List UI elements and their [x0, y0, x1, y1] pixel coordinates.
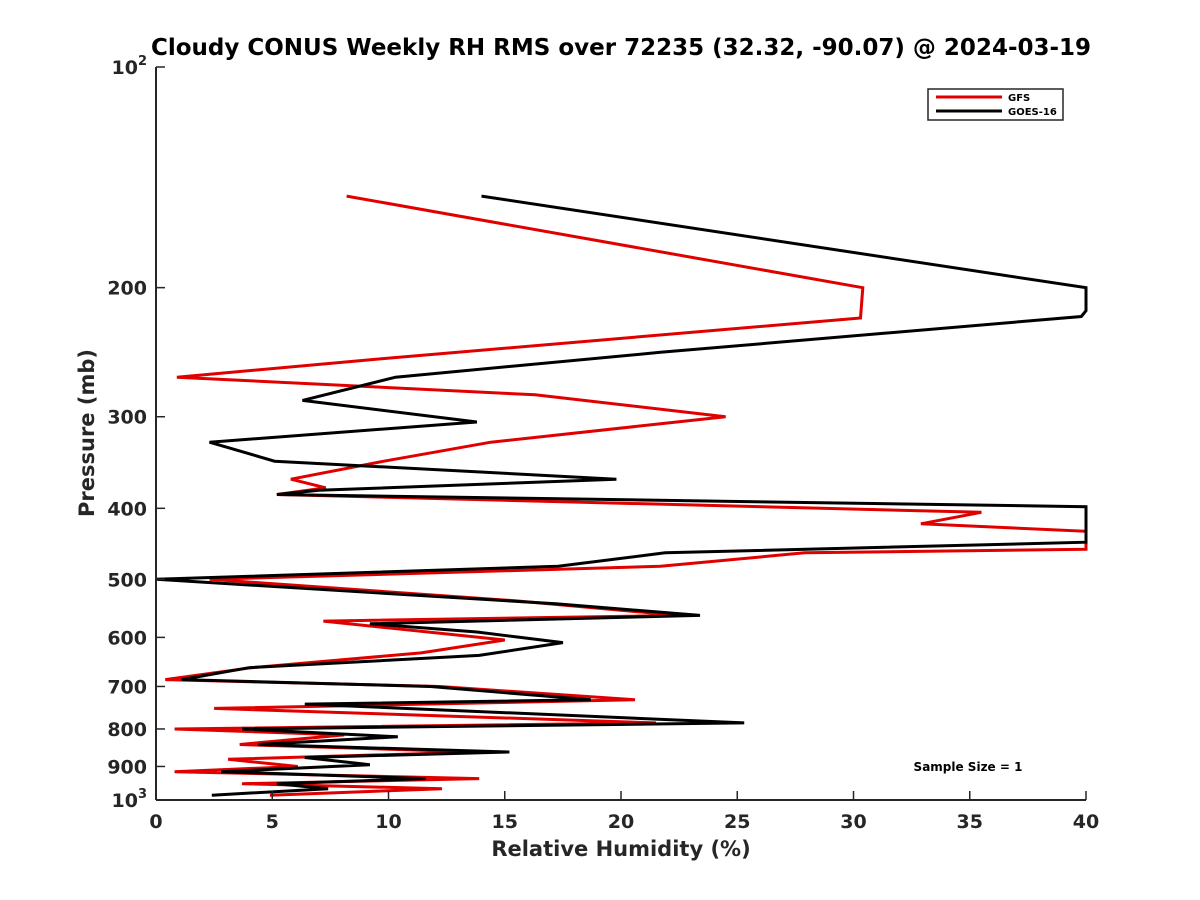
- sample-size-annotation: Sample Size = 1: [914, 760, 1023, 774]
- x-tick-label: 0: [149, 811, 162, 833]
- chart-title: Cloudy CONUS Weekly RH RMS over 72235 (3…: [151, 35, 1091, 61]
- y-tick-label: 103: [112, 787, 148, 812]
- y-axis-label: Pressure (mb): [75, 349, 99, 517]
- series-layer: [155, 194, 1088, 797]
- x-tick-label: 40: [1073, 811, 1099, 833]
- y-tick-label: 700: [107, 676, 147, 698]
- y-tick-label: 102: [112, 54, 148, 79]
- y-tick-label: 800: [107, 719, 147, 741]
- y-tick-label: 900: [107, 756, 147, 778]
- y-tick-label: 600: [107, 627, 147, 649]
- legend-label-goes-16: GOES-16: [1008, 107, 1057, 118]
- legend-label-gfs: GFS: [1008, 93, 1030, 104]
- x-tick-label: 10: [375, 811, 401, 833]
- y-tick-label: 500: [107, 569, 147, 591]
- x-tick-label: 30: [840, 811, 866, 833]
- y-tick-label: 200: [107, 278, 147, 300]
- series-line-goes-16: [155, 194, 1088, 797]
- y-tick-label: 300: [107, 407, 147, 429]
- legend: GFS GOES-16: [927, 88, 1064, 121]
- x-tick-label: 15: [492, 811, 518, 833]
- x-axis-label: Relative Humidity (%): [491, 837, 750, 861]
- y-ticks: 102 200 300 400 500 600 700 800 900 103: [107, 54, 165, 812]
- x-ticks: 0 5 10 15 20 25 30 35 40: [149, 791, 1099, 833]
- x-tick-label: 35: [957, 811, 983, 833]
- x-tick-label: 25: [724, 811, 750, 833]
- x-tick-label: 5: [266, 811, 279, 833]
- y-tick-label: 400: [107, 498, 147, 520]
- legend-box: [927, 88, 1064, 121]
- x-tick-label: 20: [608, 811, 634, 833]
